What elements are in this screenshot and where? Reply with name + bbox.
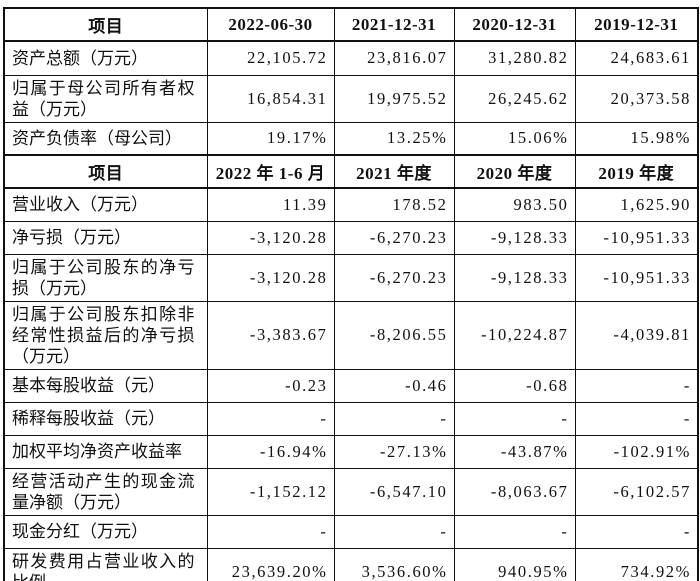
header-col-period: 2020 年度 — [453, 154, 576, 189]
cell-value: - — [333, 401, 455, 436]
cell-value: -8,063.67 — [453, 467, 576, 516]
row-label: 营业收入（万元） — [3, 187, 208, 222]
table-row-debt-ratio: 资产负债率（母公司） 19.17% 13.25% 15.06% 15.98% — [3, 121, 699, 156]
table-row-weighted-roe: 加权平均净资产收益率 -16.94% -27.13% -43.87% -102.… — [3, 434, 699, 469]
cell-value: 31,280.82 — [453, 40, 576, 76]
cell-value: 23,639.20% — [206, 547, 335, 581]
cell-value: 26,245.62 — [453, 74, 576, 123]
table-row-non-recurring-net-loss: 归属于公司股东扣除非经常性损益后的净亏损（万元） -3,383.67 -8,20… — [3, 300, 699, 370]
cell-value: -10,951.33 — [574, 220, 699, 255]
cell-value: 15.98% — [574, 121, 699, 156]
cell-value: 3,536.60% — [333, 547, 455, 581]
cell-value: -6,102.57 — [574, 467, 699, 516]
cell-value: - — [574, 514, 699, 549]
cell-value: -102.91% — [574, 434, 699, 469]
financial-summary-table: 项目 2022-06-30 2021-12-31 2020-12-31 2019… — [3, 7, 699, 581]
cell-value: -0.23 — [206, 368, 335, 403]
cell-value: 23,816.07 — [333, 40, 455, 76]
cell-value: -1,152.12 — [206, 467, 335, 516]
row-label: 加权平均净资产收益率 — [3, 434, 208, 469]
cell-value: 13.25% — [333, 121, 455, 156]
cell-value: -4,039.81 — [574, 300, 699, 370]
cell-value: - — [574, 368, 699, 403]
table-row-rd-expense-ratio: 研发费用占营业收入的比例 23,639.20% 3,536.60% 940.95… — [3, 547, 699, 581]
cell-value: 22,105.72 — [206, 40, 335, 76]
cell-value: -9,128.33 — [453, 253, 576, 302]
row-label: 净亏损（万元） — [3, 220, 208, 255]
cell-value: -6,547.10 — [333, 467, 455, 516]
table-row-revenue: 营业收入（万元） 11.39 178.52 983.50 1,625.90 — [3, 187, 699, 222]
row-label: 经营活动产生的现金流量净额（万元） — [3, 467, 208, 516]
header-col-period: 2019 年度 — [574, 154, 699, 189]
cell-value: -3,383.67 — [206, 300, 335, 370]
cell-value: 1,625.90 — [574, 187, 699, 222]
table-row-diluted-eps: 稀释每股收益（元） - - - - — [3, 401, 699, 436]
row-label: 研发费用占营业收入的比例 — [3, 547, 208, 581]
header-col-date: 2021-12-31 — [333, 7, 455, 42]
cell-value: -0.68 — [453, 368, 576, 403]
table-header-row-section2: 项目 2022 年 1-6 月 2021 年度 2020 年度 2019 年度 — [3, 154, 699, 189]
cell-value: - — [574, 401, 699, 436]
cell-value: - — [453, 514, 576, 549]
header-col-period: 2021 年度 — [333, 154, 455, 189]
row-label: 归属于公司股东扣除非经常性损益后的净亏损（万元） — [3, 300, 208, 370]
header-item-label: 项目 — [3, 154, 208, 189]
header-col-period: 2022 年 1-6 月 — [206, 154, 335, 189]
header-col-date: 2022-06-30 — [206, 7, 335, 42]
cell-value: -6,270.23 — [333, 220, 455, 255]
row-label: 归属于母公司所有者权益（万元） — [3, 74, 208, 123]
cell-value: -8,206.55 — [333, 300, 455, 370]
cell-value: 24,683.61 — [574, 40, 699, 76]
header-item-label: 项目 — [3, 7, 208, 42]
cell-value: 19.17% — [206, 121, 335, 156]
table-row-total-assets: 资产总额（万元） 22,105.72 23,816.07 31,280.82 2… — [3, 40, 699, 76]
cell-value: -10,951.33 — [574, 253, 699, 302]
table-row-parent-equity: 归属于母公司所有者权益（万元） 16,854.31 19,975.52 26,2… — [3, 74, 699, 123]
cell-value: 15.06% — [453, 121, 576, 156]
row-label: 归属于公司股东的净亏损（万元） — [3, 253, 208, 302]
cell-value: -3,120.28 — [206, 220, 335, 255]
table-row-basic-eps: 基本每股收益（元） -0.23 -0.46 -0.68 - — [3, 368, 699, 403]
cell-value: -27.13% — [333, 434, 455, 469]
cell-value: - — [453, 401, 576, 436]
row-label: 资产总额（万元） — [3, 40, 208, 76]
cell-value: - — [206, 401, 335, 436]
cell-value: 16,854.31 — [206, 74, 335, 123]
cell-value: 19,975.52 — [333, 74, 455, 123]
cell-value: -10,224.87 — [453, 300, 576, 370]
table-row-net-loss: 净亏损（万元） -3,120.28 -6,270.23 -9,128.33 -1… — [3, 220, 699, 255]
cell-value: -6,270.23 — [333, 253, 455, 302]
table-row-shareholder-net-loss: 归属于公司股东的净亏损（万元） -3,120.28 -6,270.23 -9,1… — [3, 253, 699, 302]
cell-value: -16.94% — [206, 434, 335, 469]
cell-value: - — [333, 514, 455, 549]
cell-value: 734.92% — [574, 547, 699, 581]
cell-value: 178.52 — [333, 187, 455, 222]
cell-value: -3,120.28 — [206, 253, 335, 302]
row-label: 基本每股收益（元） — [3, 368, 208, 403]
cell-value: 11.39 — [206, 187, 335, 222]
cell-value: -0.46 — [333, 368, 455, 403]
table-row-cash-dividend: 现金分红（万元） - - - - — [3, 514, 699, 549]
row-label: 稀释每股收益（元） — [3, 401, 208, 436]
cell-value: 20,373.58 — [574, 74, 699, 123]
cell-value: - — [206, 514, 335, 549]
row-label: 现金分红（万元） — [3, 514, 208, 549]
cell-value: 983.50 — [453, 187, 576, 222]
cell-value: -9,128.33 — [453, 220, 576, 255]
cell-value: -43.87% — [453, 434, 576, 469]
header-col-date: 2020-12-31 — [453, 7, 576, 42]
table-row-operating-cash-flow: 经营活动产生的现金流量净额（万元） -1,152.12 -6,547.10 -8… — [3, 467, 699, 516]
header-col-date: 2019-12-31 — [574, 7, 699, 42]
table-header-row-section1: 项目 2022-06-30 2021-12-31 2020-12-31 2019… — [3, 7, 699, 42]
row-label: 资产负债率（母公司） — [3, 121, 208, 156]
cell-value: 940.95% — [453, 547, 576, 581]
